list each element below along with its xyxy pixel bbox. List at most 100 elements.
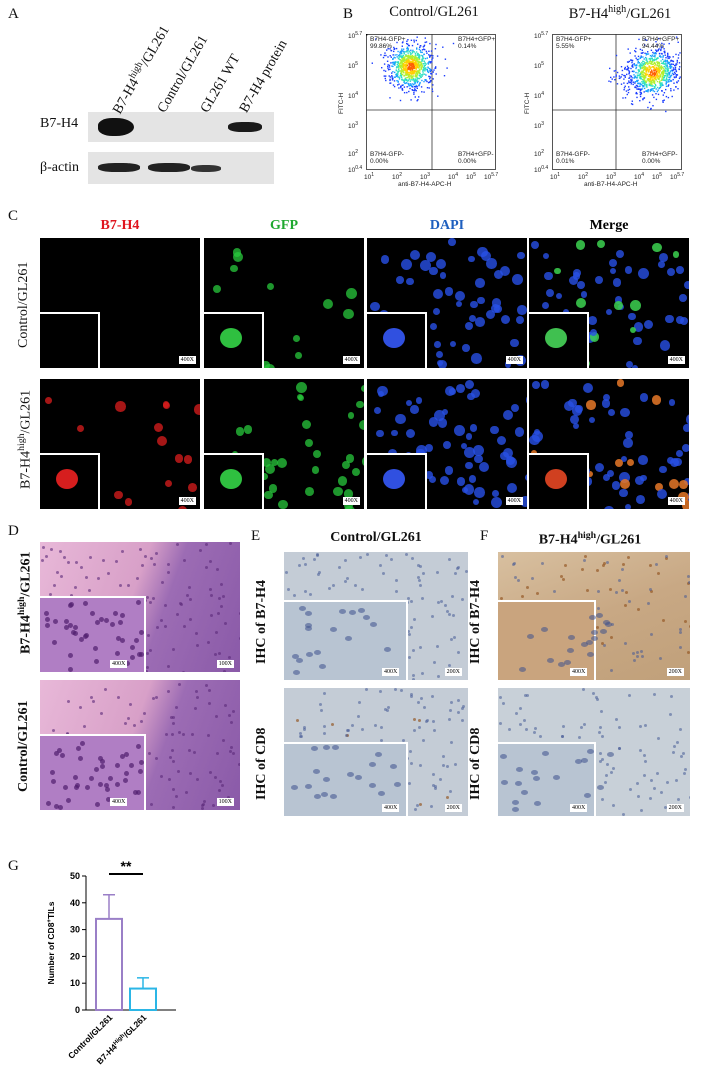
stained-cell [643, 759, 647, 763]
stained-cell [559, 575, 563, 579]
event-dot [401, 73, 403, 75]
stained-cell [618, 726, 622, 730]
nucleus [66, 561, 70, 565]
event-dot [401, 56, 404, 58]
event-dot [656, 64, 659, 66]
event-dot [651, 57, 653, 60]
event-dot [395, 75, 397, 78]
event-dot [645, 81, 647, 83]
event-dot [425, 41, 428, 43]
event-dot [641, 67, 643, 70]
inset-nucleus [136, 744, 142, 750]
stained-cell [364, 688, 368, 692]
event-dot [400, 85, 402, 88]
x-tick-label: 102 [392, 172, 403, 182]
event-dot [637, 58, 640, 60]
cell [235, 427, 245, 436]
stained-cell [644, 723, 648, 727]
event-dot [401, 57, 403, 60]
nucleus [192, 751, 196, 755]
event-dot [418, 48, 421, 50]
event-dot [664, 69, 666, 72]
event-dot [371, 62, 373, 64]
event-dot [652, 80, 654, 82]
event-dot [413, 89, 415, 92]
nucleus [227, 655, 231, 659]
event-dot [406, 76, 409, 79]
event-dot [650, 60, 652, 63]
quadrant-label: B7H4+GFP+ 0.14% [458, 36, 496, 50]
event-dot [391, 76, 393, 78]
event-dot [642, 98, 644, 100]
stained-cell [564, 564, 568, 568]
event-dot [635, 51, 637, 53]
stained-cell [293, 593, 296, 597]
nucleus [73, 586, 77, 590]
nucleus [228, 542, 232, 546]
stained-cell [605, 773, 609, 777]
event-dot [666, 61, 669, 63]
stained-cell [378, 564, 382, 568]
stained-cell [639, 650, 643, 654]
event-dot [427, 63, 430, 65]
stained-cell [430, 694, 434, 698]
event-dot [655, 70, 658, 73]
event-dot [667, 71, 669, 73]
stained-cell [526, 585, 530, 589]
event-dot [654, 75, 656, 77]
inset-nucleus [112, 610, 118, 616]
nucleus [204, 566, 208, 570]
nucleus [195, 695, 199, 699]
cell [639, 393, 649, 402]
event-dot [402, 68, 404, 70]
nucleus [174, 705, 178, 709]
event-dot [638, 74, 641, 76]
cell [681, 500, 689, 509]
stained-cell [449, 790, 453, 794]
stained-cell [632, 651, 636, 655]
event-dot [627, 89, 629, 91]
inset-cell [607, 751, 615, 757]
cell [573, 269, 582, 277]
event-dot [658, 52, 661, 55]
event-dot [639, 89, 642, 91]
event-dot [650, 72, 652, 74]
inset-cell [291, 654, 299, 660]
event-dot [614, 79, 616, 81]
y-tick-label: 10 [70, 978, 80, 988]
event-dot [390, 62, 392, 64]
event-dot [402, 79, 405, 81]
nucleus [172, 722, 176, 726]
inset-nucleus [139, 759, 144, 765]
event-dot [660, 49, 662, 52]
nucleus [221, 783, 225, 787]
event-dot [648, 84, 650, 87]
cell [460, 442, 467, 449]
event-dot [417, 78, 419, 80]
magnification-inset-label: 400X [382, 668, 400, 676]
event-dot [411, 66, 413, 68]
event-dot [644, 68, 646, 70]
event-dot [648, 79, 651, 81]
panel-label-d: D [8, 523, 19, 539]
event-dot [665, 72, 667, 74]
cell [620, 407, 630, 418]
cell [544, 271, 554, 281]
event-dot [661, 62, 663, 64]
stained-cell [688, 624, 690, 628]
inset-cell [393, 782, 401, 788]
event-dot [406, 55, 408, 58]
stained-cell [426, 719, 430, 723]
event-dot [402, 41, 404, 43]
event-dot [401, 55, 404, 57]
event-dot [652, 85, 654, 87]
event-dot [634, 75, 636, 77]
event-dot [421, 79, 423, 82]
event-dot [419, 68, 421, 71]
nucleus [127, 716, 131, 720]
inset-nucleus [114, 650, 120, 656]
event-dot [658, 80, 661, 82]
cell [164, 480, 172, 488]
event-dot [426, 70, 429, 72]
nucleus [228, 749, 232, 753]
